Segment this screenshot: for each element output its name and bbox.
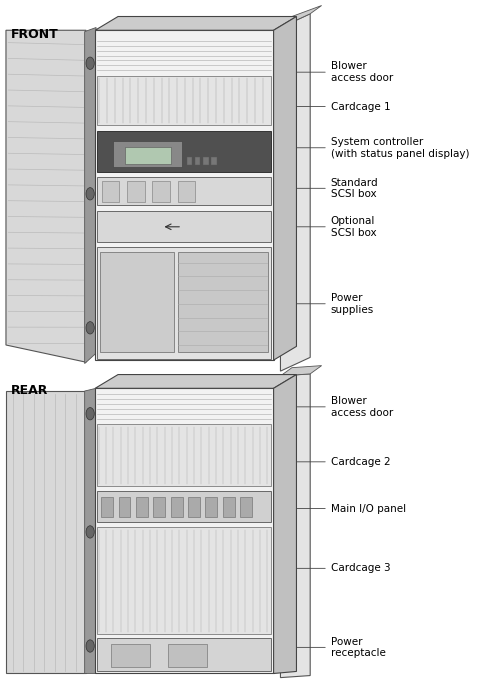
Bar [154,497,165,518]
Text: Cardcage 1: Cardcage 1 [297,101,391,112]
Bar [178,181,195,202]
Bar [97,638,271,671]
Bar [97,424,271,486]
Bar [114,141,182,167]
Text: System controller
(with status panel display): System controller (with status panel dis… [297,137,469,159]
Polygon shape [6,30,86,362]
Text: Optional
SCSI box: Optional SCSI box [297,216,376,237]
Text: Power
receptacle: Power receptacle [297,637,386,658]
Bar [153,181,170,202]
Bar [203,157,209,165]
Bar [212,157,217,165]
Polygon shape [274,375,297,673]
Polygon shape [6,391,86,673]
Circle shape [86,408,94,420]
Text: Cardcage 2: Cardcage 2 [297,457,391,467]
Bar [100,253,174,352]
Bar [178,253,268,352]
Polygon shape [274,17,297,360]
Bar [223,497,235,518]
Bar [186,157,192,165]
Bar [195,157,200,165]
Bar [97,130,271,172]
Bar [101,497,113,518]
Bar [97,247,271,359]
Bar [97,527,271,633]
Bar [125,147,171,164]
Bar [97,491,271,522]
Polygon shape [85,28,96,364]
Polygon shape [280,366,322,376]
Circle shape [86,640,94,652]
Bar [97,211,271,242]
Circle shape [86,526,94,538]
Bar [127,181,145,202]
Bar [168,644,207,667]
Polygon shape [280,14,310,371]
Bar [171,497,183,518]
Bar [97,177,271,206]
Bar [188,497,200,518]
Text: Blower
access door: Blower access door [297,61,393,83]
Bar [240,497,252,518]
Text: REAR: REAR [10,384,48,397]
Text: Standard
SCSI box: Standard SCSI box [297,177,378,199]
Bar [136,497,148,518]
Polygon shape [95,375,297,388]
Circle shape [86,322,94,334]
Bar [97,76,271,125]
Circle shape [86,57,94,70]
Text: Power
supplies: Power supplies [297,293,374,315]
Polygon shape [85,388,96,673]
Polygon shape [280,6,322,28]
Bar [102,181,120,202]
Text: FRONT: FRONT [10,28,58,41]
Bar [119,497,130,518]
Polygon shape [95,388,274,673]
Circle shape [86,188,94,200]
Bar [111,644,150,667]
Text: Cardcage 3: Cardcage 3 [297,563,391,573]
Text: Main I/O panel: Main I/O panel [297,504,406,513]
Bar [206,497,217,518]
Polygon shape [95,17,297,30]
Polygon shape [95,30,274,360]
Text: Blower
access door: Blower access door [297,396,393,417]
Polygon shape [280,374,310,678]
